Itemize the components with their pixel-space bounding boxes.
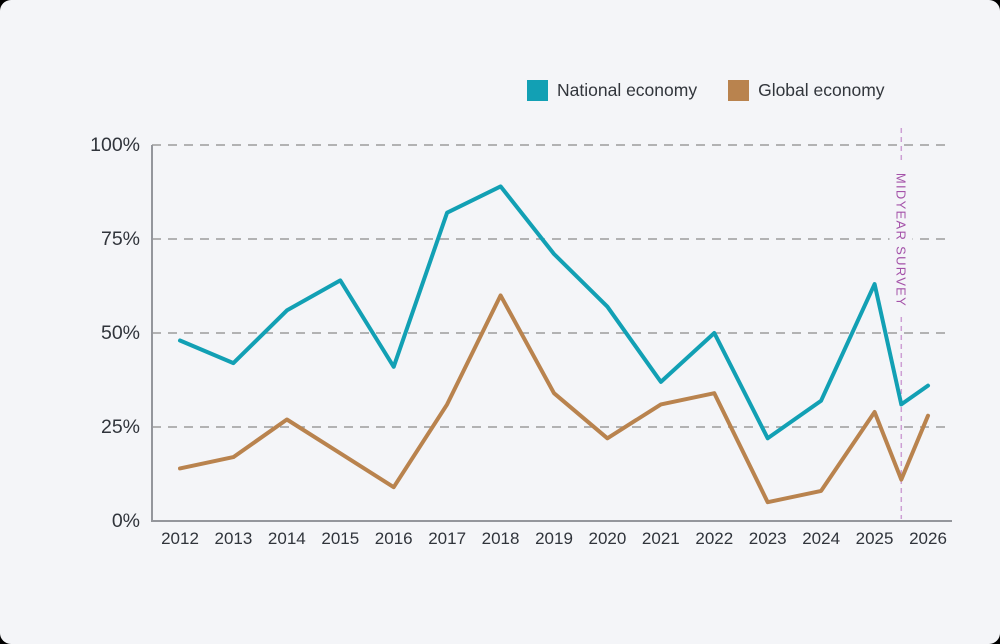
legend-item-national-economy: National economy (527, 80, 697, 101)
x-axis-label: 2024 (802, 529, 841, 548)
y-axis-label: 100% (90, 134, 140, 156)
x-axis-label: 2020 (588, 529, 627, 548)
x-axis-label: 2015 (321, 529, 360, 548)
national-economy-line (178, 184, 930, 441)
x-axis-label: 2017 (428, 529, 467, 548)
x-axis-label: 2014 (267, 529, 306, 548)
x-axis-label: 2019 (535, 529, 573, 548)
legend: National economy Global economy (527, 80, 885, 101)
y-axis-label: 75% (100, 228, 140, 250)
y-axis-label: 25% (100, 416, 140, 438)
national-economy-swatch-icon (527, 80, 548, 101)
y-axis-label: 50% (100, 322, 140, 344)
x-axis-label: 2025 (855, 529, 894, 548)
x-axis-label: 2026 (909, 529, 947, 548)
x-axis-label: 2021 (641, 529, 680, 548)
y-axis-label: 0% (111, 510, 140, 532)
global-economy-line (178, 293, 930, 505)
legend-label-global-economy: Global economy (758, 80, 885, 100)
global-economy-swatch-icon (728, 80, 750, 101)
x-axis-label: 2022 (695, 529, 734, 548)
x-axis-label: 2013 (214, 529, 253, 548)
legend-label-national-economy: National economy (557, 80, 698, 100)
x-axis-label: 2023 (748, 529, 787, 548)
legend-item-global-economy: Global economy (728, 80, 885, 101)
x-axis-label: 2016 (374, 529, 413, 548)
x-axis-label: 2012 (161, 529, 199, 548)
x-axis-label: 2018 (481, 529, 520, 548)
midyear-survey-label: MIDYEAR SURVEY (889, 163, 913, 317)
